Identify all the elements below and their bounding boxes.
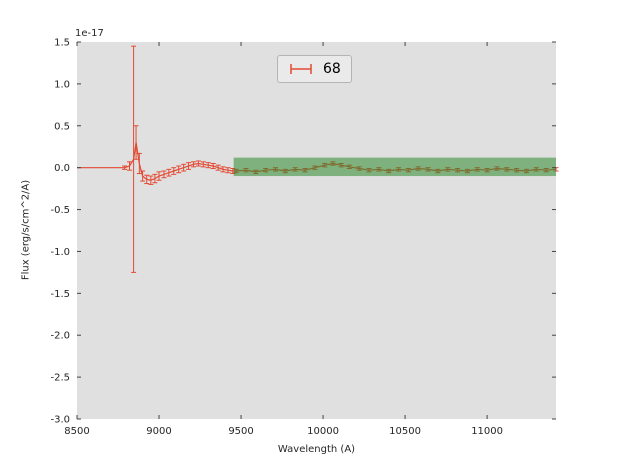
x-tick-labels: 8500 9000 9500 10000 10500 11000 [64,426,503,437]
plot-background [77,42,556,419]
y-tick-label: -1.5 [50,289,70,300]
y-tick-label: 1.5 [54,38,70,49]
x-tick-label: 8500 [64,426,89,437]
y-tick-label: 0.5 [54,121,70,132]
y-tick-labels: 1.5 1.0 0.5 0.0 -0.5 -1.0 -1.5 -2.0 -2.5 -3.0 [50,38,70,426]
errorbar-legend-icon [290,64,312,74]
x-tick-label: 9000 [146,426,171,437]
y-tick-label: 1.0 [54,79,70,90]
y-tick-label: -0.5 [50,205,70,216]
x-tick-label: 10000 [307,426,339,437]
tick-marks [76,41,556,420]
y-tick-label: -3.0 [50,415,70,426]
x-tick-label: 10500 [389,426,421,437]
confidence-band [233,157,556,177]
x-tick-label: 9500 [228,426,253,437]
y-tick-label: -2.5 [50,373,70,384]
y-axis-label: Flux (erg/s/cm^2/A) [20,179,32,281]
x-tick-label: 11000 [471,426,503,437]
y-tick-label: -2.0 [50,331,70,342]
legend[interactable]: 68 [277,55,352,83]
y-axis-offset-label: 1e-17 [75,28,104,39]
y-tick-label: 0.0 [54,163,70,174]
x-axis-label: Wavelength (A) [277,444,356,455]
legend-label: 68 [323,61,341,77]
y-tick-label: -1.0 [50,247,70,258]
